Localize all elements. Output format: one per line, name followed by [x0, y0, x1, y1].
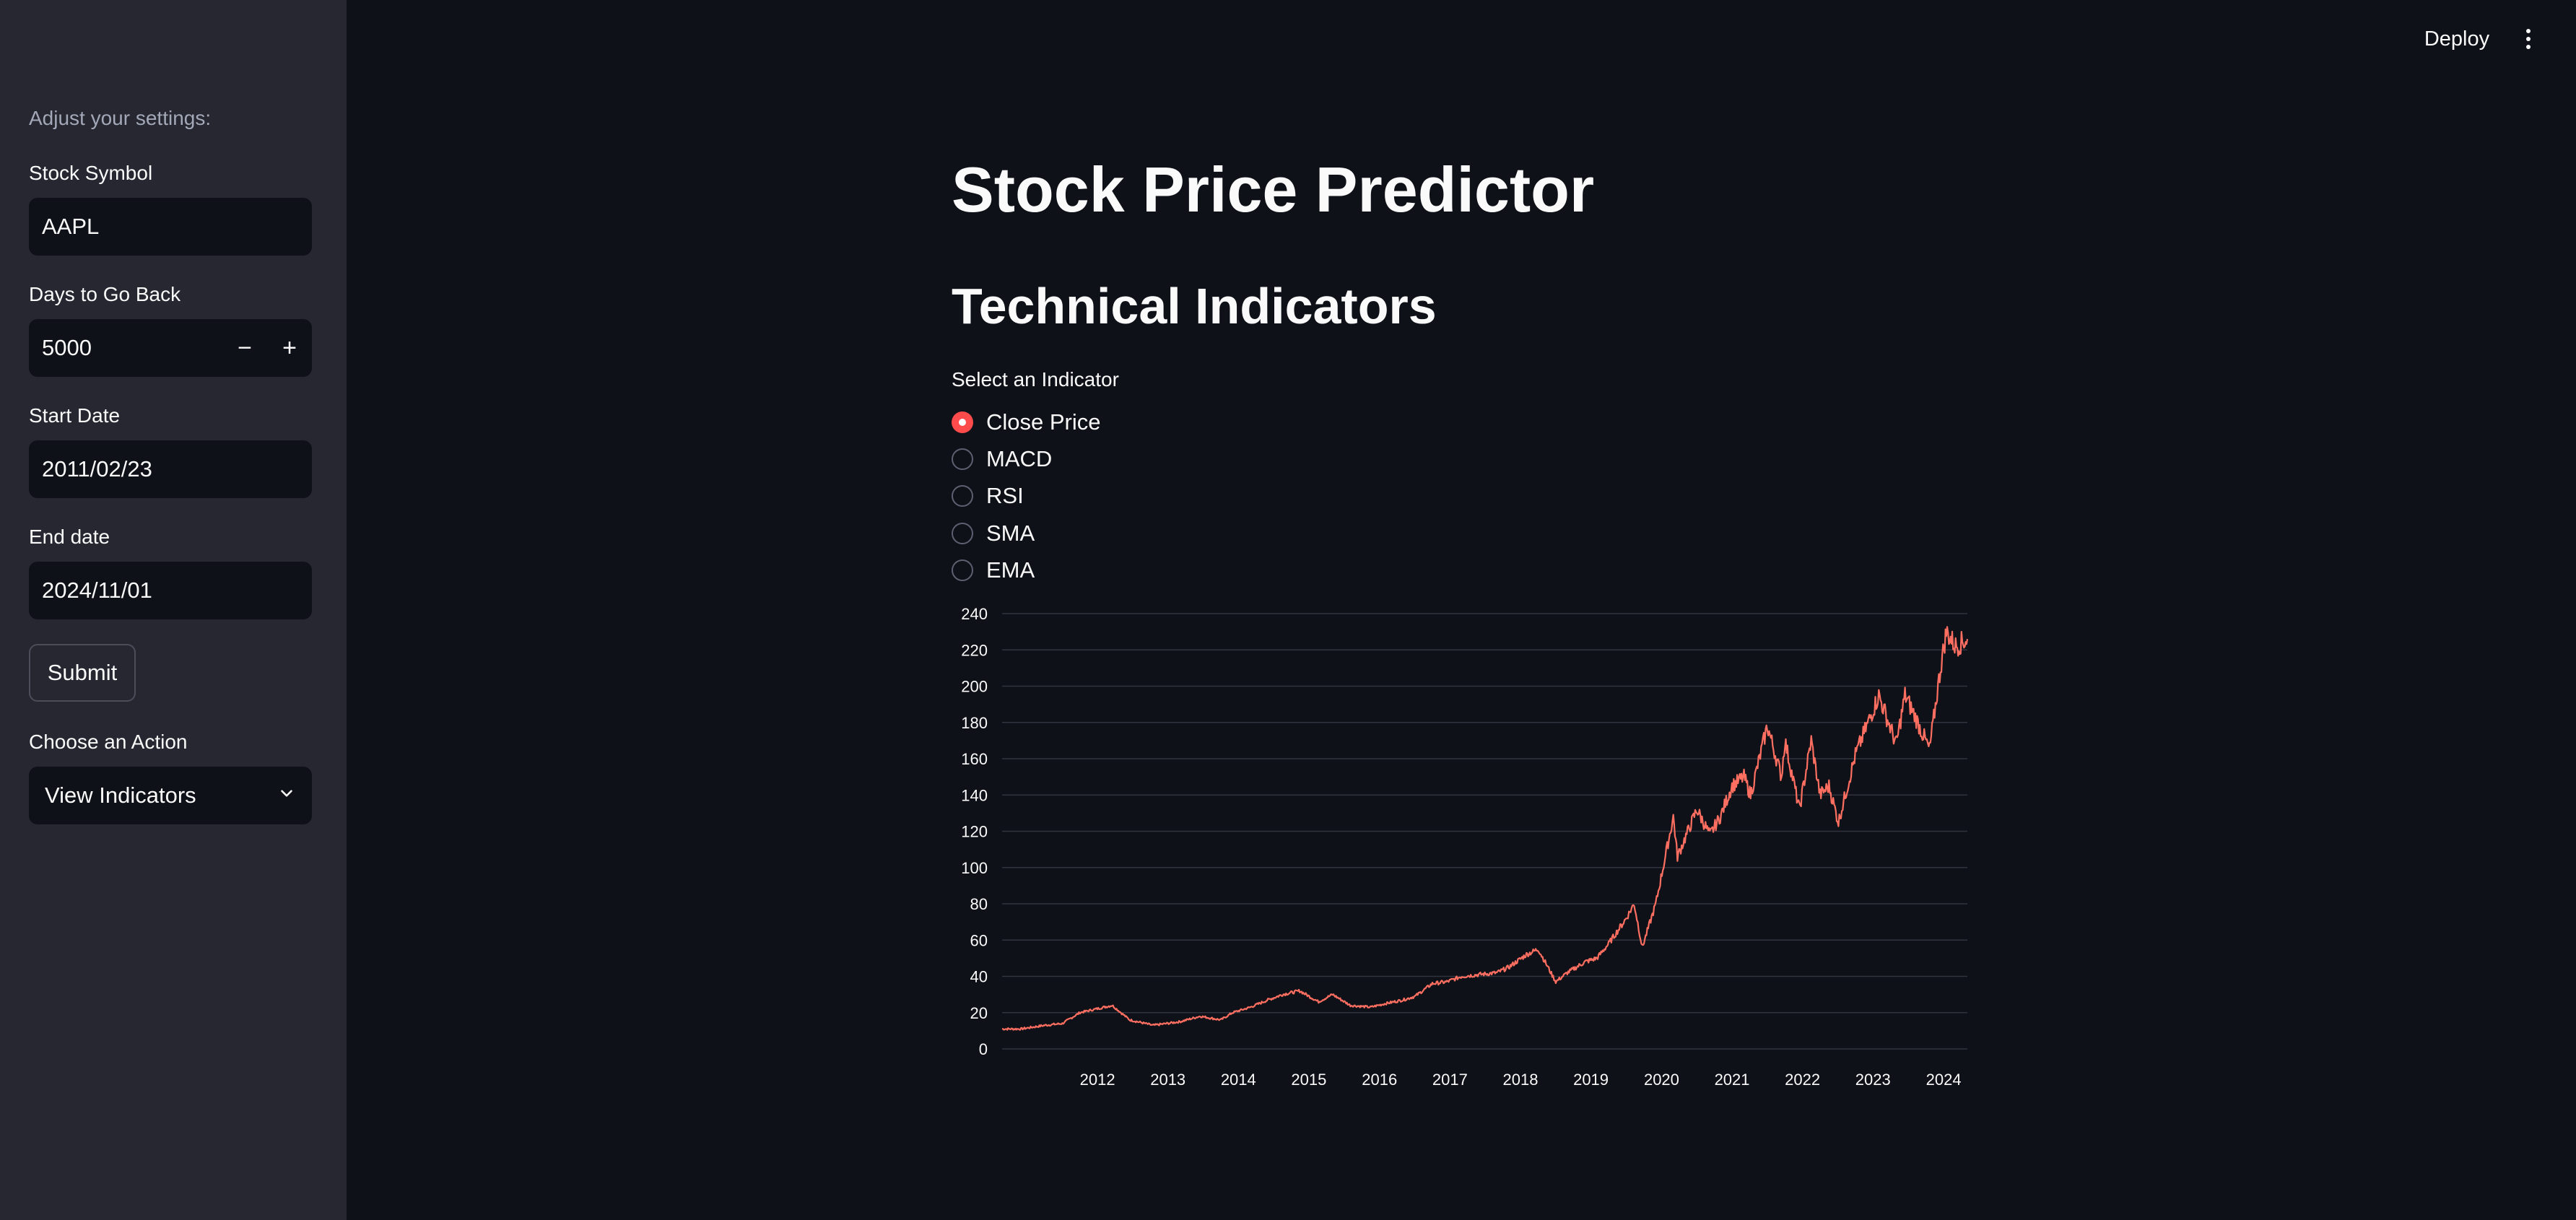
more-options-icon[interactable] — [2514, 22, 2543, 56]
sidebar: Adjust your settings: Stock Symbol AAPL … — [0, 0, 347, 1220]
increment-button[interactable]: + — [282, 334, 297, 362]
radio-unselected-icon — [952, 485, 973, 507]
stock-symbol-value: AAPL — [42, 214, 100, 239]
y-tick-label: 0 — [979, 1040, 988, 1058]
radio-unselected-icon — [952, 523, 973, 544]
x-tick-label: 2012 — [1080, 1071, 1115, 1089]
x-tick-label: 2019 — [1573, 1071, 1609, 1089]
radio-option-label: Close Price — [986, 409, 1101, 435]
radio-option-label: MACD — [986, 446, 1053, 471]
radio-unselected-icon — [952, 559, 973, 581]
page-title: Stock Price Predictor — [952, 154, 1595, 225]
stock-symbol-label: Stock Symbol — [29, 162, 153, 184]
x-tick-label: 2020 — [1644, 1071, 1679, 1089]
y-tick-label: 80 — [970, 895, 988, 913]
x-tick-label: 2014 — [1221, 1071, 1256, 1089]
y-tick-label: 100 — [961, 859, 988, 877]
y-tick-label: 220 — [961, 641, 988, 659]
action-label: Choose an Action — [29, 731, 188, 753]
y-tick-label: 200 — [961, 678, 988, 696]
radio-option-ema[interactable]: EMA — [952, 554, 1035, 586]
days-back-value: 5000 — [42, 335, 92, 360]
x-tick-label: 2023 — [1855, 1071, 1891, 1089]
deploy-button[interactable]: Deploy — [2424, 27, 2490, 51]
submit-button[interactable]: Submit — [29, 644, 136, 702]
x-tick-label: 2015 — [1291, 1071, 1326, 1089]
action-select-value: View Indicators — [45, 783, 196, 808]
action-select[interactable]: View Indicators — [29, 767, 312, 824]
x-tick-label: 2018 — [1502, 1071, 1538, 1089]
stock-symbol-input[interactable]: AAPL — [29, 198, 312, 256]
start-date-value: 2011/02/23 — [42, 456, 152, 482]
x-tick-label: 2017 — [1432, 1071, 1468, 1089]
radio-option-rsi[interactable]: RSI — [952, 480, 1024, 512]
y-tick-label: 20 — [970, 1004, 988, 1022]
y-tick-label: 240 — [961, 605, 988, 623]
end-date-value: 2024/11/01 — [42, 578, 152, 603]
y-tick-label: 40 — [970, 968, 988, 986]
x-tick-label: 2022 — [1785, 1071, 1820, 1089]
radio-option-label: RSI — [986, 483, 1024, 508]
y-tick-label: 180 — [961, 714, 988, 732]
radio-option-close-price[interactable]: Close Price — [952, 406, 1101, 438]
x-tick-label: 2016 — [1362, 1071, 1397, 1089]
y-tick-label: 120 — [961, 823, 988, 841]
chevron-down-icon — [277, 783, 296, 809]
x-tick-label: 2021 — [1715, 1071, 1750, 1089]
section-heading: Technical Indicators — [952, 278, 1437, 334]
x-tick-label: 2013 — [1150, 1071, 1185, 1089]
y-tick-label: 160 — [961, 750, 988, 768]
indicator-radio-label: Select an Indicator — [952, 368, 1119, 391]
y-tick-label: 60 — [970, 931, 988, 949]
decrement-button[interactable]: − — [238, 334, 252, 362]
start-date-label: Start Date — [29, 404, 121, 427]
end-date-label: End date — [29, 526, 110, 548]
sidebar-intro: Adjust your settings: — [29, 107, 212, 129]
x-tick-label: 2024 — [1926, 1071, 1962, 1089]
radio-unselected-icon — [952, 448, 973, 470]
radio-selected-icon — [952, 411, 973, 433]
radio-option-label: SMA — [986, 520, 1035, 546]
end-date-input[interactable]: 2024/11/01 — [29, 562, 312, 619]
close-price-line — [1001, 626, 1969, 1031]
start-date-input[interactable]: 2011/02/23 — [29, 440, 312, 498]
radio-option-macd[interactable]: MACD — [952, 443, 1052, 475]
close-price-chart[interactable]: 0 20 40 60 80 100 120 140 160 180 200 220 240 2012 201… — [946, 599, 1978, 1104]
radio-option-label: EMA — [986, 557, 1035, 583]
days-back-stepper[interactable]: 5000 − + — [29, 319, 312, 377]
days-back-label: Days to Go Back — [29, 283, 181, 305]
y-tick-label: 140 — [961, 786, 988, 804]
radio-option-sma[interactable]: SMA — [952, 518, 1035, 549]
